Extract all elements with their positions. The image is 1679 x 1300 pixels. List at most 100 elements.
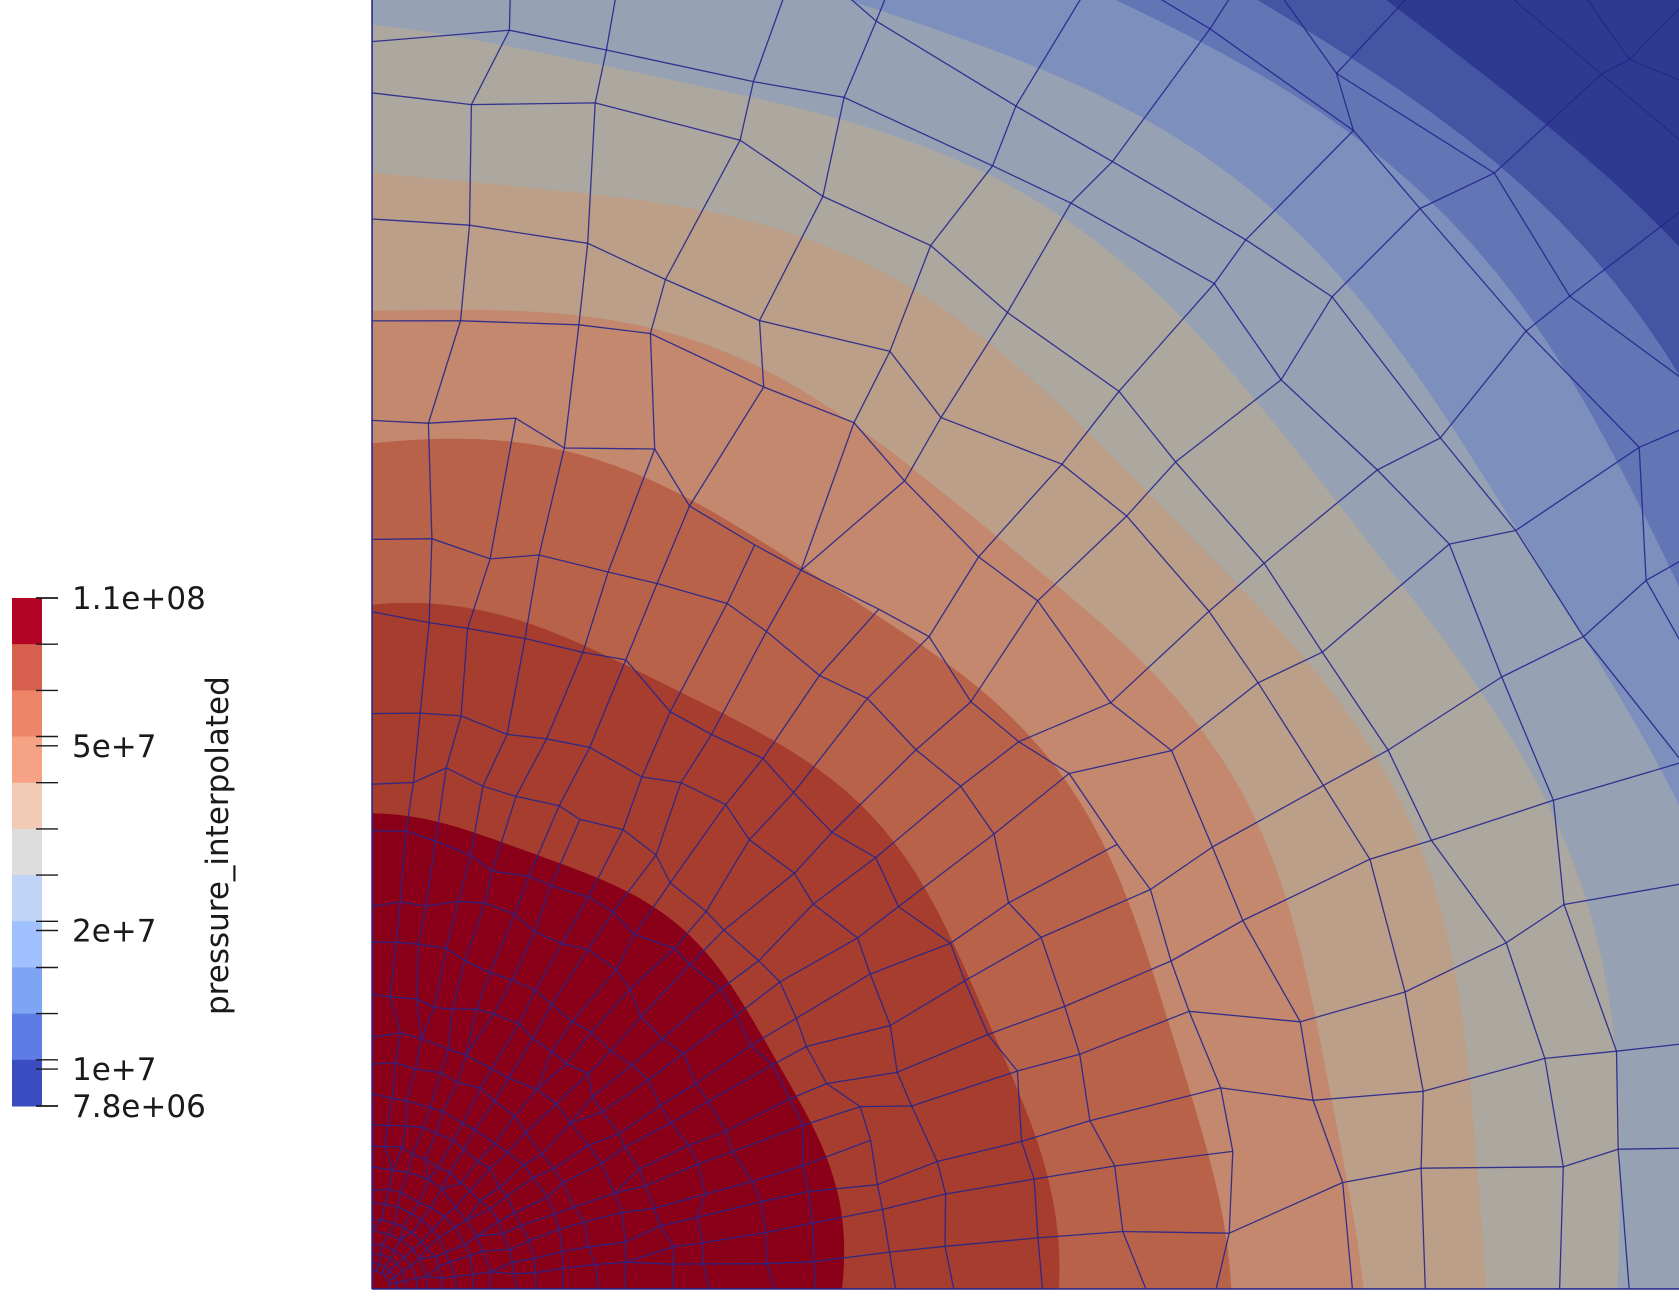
mesh-spoke [800,480,906,571]
mesh-spoke [389,1281,398,1285]
mesh-spoke [736,981,781,1016]
mesh-spoke [1015,0,1081,107]
mesh-spoke [428,538,433,623]
mesh-spoke [528,805,560,877]
mesh-spoke [399,1226,404,1240]
mesh-spoke [474,1100,495,1131]
mesh-spoke [937,1140,1022,1163]
mesh-spoke [1064,960,1172,1007]
mesh-spoke [869,942,951,975]
mesh-spoke [441,1182,462,1190]
mesh-spoke [419,622,430,714]
mesh-spoke [697,1151,733,1165]
mesh-spoke [641,711,671,778]
mesh-spoke [426,1275,442,1280]
mesh-spoke [470,1250,484,1256]
mesh-spoke [532,1168,555,1179]
mesh-spoke [625,1225,661,1243]
mesh-spoke [1601,58,1630,75]
mesh-spoke [464,1235,478,1246]
mesh-spoke [536,1051,553,1090]
mesh-spoke [750,1017,797,1047]
mesh-spoke [482,1248,511,1252]
mesh-spoke [432,1216,445,1231]
colorbar-legend: 1.1e+08 5e+7 2e+7 1e+77.8e+06 pressure_inte… [12,581,236,1125]
mesh-spoke [875,785,962,859]
mesh-spoke [1008,843,1118,904]
mesh-spoke [622,1207,655,1214]
mesh-spoke [1493,73,1602,174]
mesh-spoke [416,998,422,1039]
mesh-spoke [789,1083,827,1100]
mesh-spoke [389,1263,398,1272]
mesh-spoke [462,1087,481,1124]
mesh-spoke [582,571,609,653]
mesh-spoke [1118,283,1215,392]
mesh-spoke [588,1133,620,1146]
mesh-spoke [452,1123,464,1141]
mesh-spoke [748,792,795,841]
mesh-spoke [418,905,427,945]
mesh-spoke [853,351,891,423]
mesh-spoke [584,1211,623,1223]
mesh-spoke [553,1144,589,1170]
mesh-spoke [1150,846,1213,891]
mesh-spoke [511,931,536,981]
mesh-spoke [502,1225,522,1235]
mesh-spoke [455,1273,473,1278]
mesh-spoke [812,857,877,905]
mesh-spoke [394,1270,403,1278]
mesh-spoke [396,1192,402,1207]
mesh-spoke [970,600,1039,703]
mesh-spoke [1070,161,1113,204]
colorbar-label: 7.8e+06 [72,1089,206,1125]
mesh-spoke [889,245,932,352]
mesh-spoke [479,1187,500,1202]
mesh-spoke [465,1200,481,1221]
mesh-spoke [1377,437,1441,471]
mesh-spoke [383,1189,390,1205]
mesh-spoke [1228,1181,1343,1234]
mesh-spoke [470,786,484,856]
mesh-spoke [377,1254,382,1265]
mesh-spoke [420,1229,433,1243]
mesh-spoke [640,964,691,1018]
mesh-spoke [411,1219,423,1234]
mesh-spoke [765,569,802,632]
mesh-spoke [388,1223,396,1235]
mesh-spoke [615,934,635,970]
mesh-spoke [662,988,722,1040]
mesh-spoke [822,97,845,197]
mesh-spoke [1449,529,1516,545]
mesh-spoke [669,603,728,713]
mesh-spoke [405,1068,417,1101]
colorbar-label: 1.1e+08 [72,581,206,617]
mesh-spoke [551,1021,573,1052]
mesh-spoke [381,1204,386,1221]
mesh-spoke [896,1033,989,1073]
mesh-spoke [802,1105,861,1126]
mesh-spoke [726,544,756,604]
mesh-spoke [399,1232,413,1241]
mesh-spoke [1079,1010,1190,1055]
mesh-spoke [843,20,877,98]
mesh-spoke [466,1208,491,1222]
mesh-spoke [419,1256,436,1260]
mesh-spoke [624,1122,672,1148]
mesh-spoke [508,0,511,31]
mesh-spoke [463,1129,476,1150]
mesh-spoke [535,1267,564,1274]
mesh-spoke [1335,73,1355,131]
mesh-spoke [587,102,596,244]
mesh-spoke [723,872,795,931]
mesh-spoke [416,944,420,999]
mesh-spoke [649,279,667,334]
mesh-spoke [534,943,563,991]
mesh-spoke [991,105,1017,167]
mesh-spoke [1439,330,1527,439]
mesh-spoke [460,628,469,716]
colorbar-band [12,921,42,968]
mesh-spoke [1563,883,1679,906]
mesh-spoke [1220,1087,1314,1101]
